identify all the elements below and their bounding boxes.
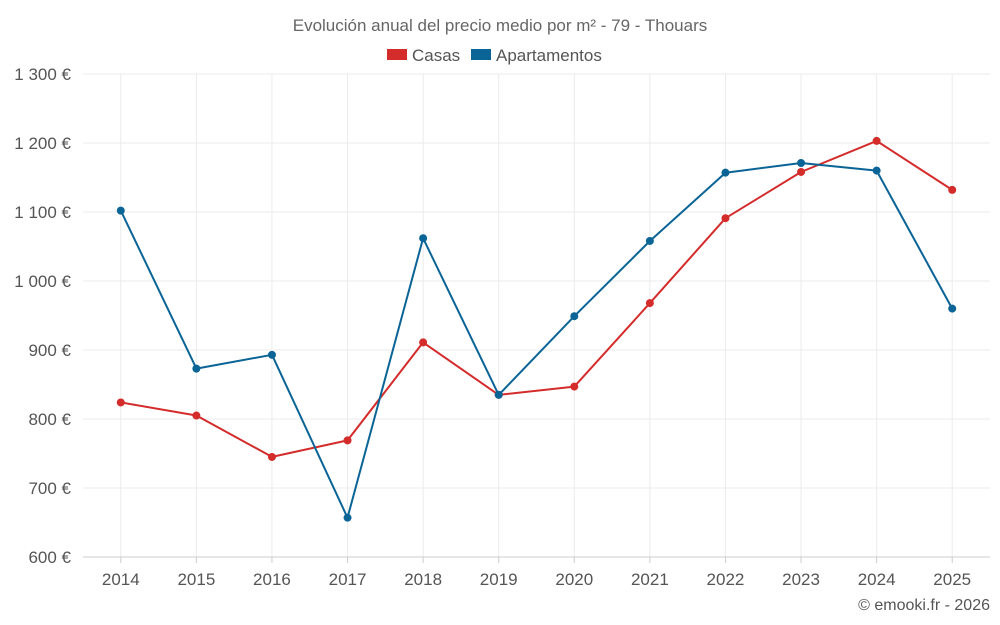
chart-title: Evolución anual del precio medio por m² … (293, 16, 708, 35)
y-tick-label: 1 000 € (14, 272, 71, 291)
legend-swatch-apartamentos (471, 49, 491, 60)
credit-text: © emooki.fr - 2026 (858, 597, 990, 614)
data-point-casas (948, 185, 957, 194)
data-point-apartamentos (192, 364, 201, 373)
data-point-apartamentos (721, 168, 730, 177)
legend-label-casas: Casas (412, 46, 460, 65)
data-point-apartamentos (343, 513, 352, 522)
x-tick-label: 2023 (782, 570, 820, 589)
data-point-casas (872, 136, 881, 145)
y-tick-label: 1 200 € (14, 134, 71, 153)
axes: 600 € 700 € 800 € 900 € 1 000 € 1 100 € 1 200 … (14, 65, 990, 589)
data-point-apartamentos (494, 390, 503, 399)
y-tick-label: 600 € (28, 548, 71, 567)
x-tick-label: 2019 (480, 570, 518, 589)
x-tick-label: 2022 (707, 570, 745, 589)
series-group (116, 136, 957, 522)
data-point-casas (645, 299, 654, 308)
grid (83, 73, 990, 558)
y-tick-label: 900 € (28, 341, 71, 360)
y-tick-label: 700 € (28, 479, 71, 498)
y-tick-label: 1 300 € (14, 65, 71, 84)
y-tick-label: 1 100 € (14, 203, 71, 222)
data-point-apartamentos (797, 159, 806, 168)
data-point-casas (343, 436, 352, 445)
legend: Casas Apartamentos (387, 46, 602, 65)
data-point-apartamentos (570, 312, 579, 321)
data-point-apartamentos (948, 304, 957, 313)
x-tick-label: 2017 (329, 570, 367, 589)
data-point-apartamentos (267, 350, 276, 359)
data-point-apartamentos (419, 234, 428, 243)
data-point-apartamentos (645, 236, 654, 245)
data-point-apartamentos (872, 166, 881, 175)
data-point-casas (192, 411, 201, 420)
x-tick-label: 2018 (404, 570, 442, 589)
data-point-casas (267, 452, 276, 461)
data-point-casas (419, 338, 428, 347)
series-line-apartamentos (119, 162, 954, 519)
data-point-apartamentos (116, 206, 125, 215)
x-tick-label: 2014 (102, 570, 140, 589)
series-line-casas (120, 139, 953, 458)
x-tick-label: 2020 (555, 570, 593, 589)
x-tick-label: 2021 (631, 570, 669, 589)
data-point-casas (570, 382, 579, 391)
x-tick-label: 2016 (253, 570, 291, 589)
data-point-casas (797, 167, 806, 176)
legend-label-apartamentos: Apartamentos (496, 46, 602, 65)
data-point-casas (721, 214, 730, 223)
y-tick-label: 800 € (28, 410, 71, 429)
data-point-casas (116, 398, 125, 407)
x-tick-label: 2024 (858, 570, 896, 589)
x-tick-label: 2015 (177, 570, 215, 589)
x-tick-label: 2025 (933, 570, 971, 589)
legend-swatch-casas (387, 49, 407, 60)
